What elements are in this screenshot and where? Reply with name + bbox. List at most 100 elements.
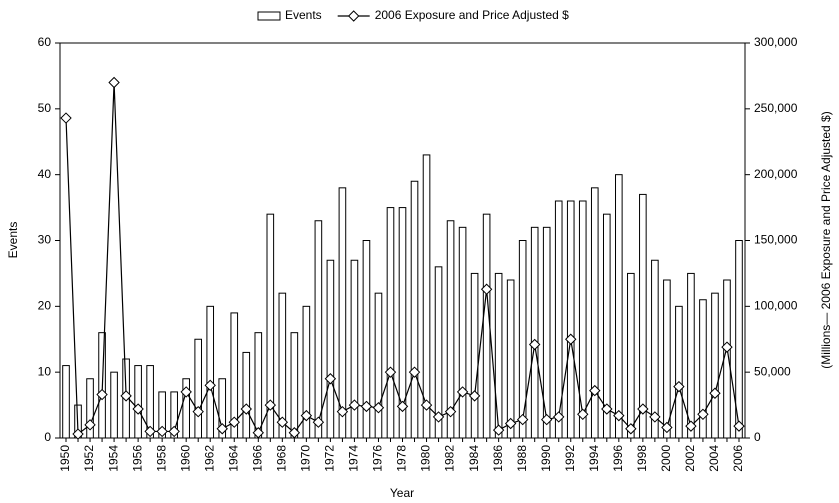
line-marker xyxy=(96,388,108,401)
bar xyxy=(518,240,527,439)
line-marker xyxy=(444,405,457,418)
line-marker xyxy=(240,403,252,415)
x-tick-label: 1958 xyxy=(154,445,168,472)
y-tick-label: 60 xyxy=(38,35,52,49)
line-marker xyxy=(601,403,613,415)
line-marker xyxy=(180,386,192,398)
bar xyxy=(266,213,275,439)
y2-tick-label: 0 xyxy=(754,430,761,444)
bar xyxy=(735,240,743,439)
x-tick-label: 1984 xyxy=(467,445,481,472)
legend-swatch xyxy=(257,11,281,21)
x-tick-label: 1998 xyxy=(635,445,649,472)
line-marker xyxy=(637,403,649,415)
bar xyxy=(326,259,335,439)
bar xyxy=(422,154,431,439)
legend-marker xyxy=(347,10,360,22)
x-tick-label: 1990 xyxy=(539,445,553,472)
line-marker xyxy=(685,420,697,432)
x-tick-label: 1996 xyxy=(611,445,625,472)
bar xyxy=(446,220,455,439)
bar xyxy=(218,378,227,439)
y2-tick-label: 150,000 xyxy=(754,233,798,247)
bar xyxy=(170,391,178,439)
bar xyxy=(699,299,707,439)
x-tick-label: 1974 xyxy=(347,445,361,472)
y2-tick-label: 300,000 xyxy=(754,35,798,49)
bar xyxy=(398,207,407,439)
line-marker xyxy=(661,421,673,434)
line-marker xyxy=(541,413,553,426)
bar xyxy=(110,371,118,439)
line-marker xyxy=(649,411,661,423)
x-tick-label: 1968 xyxy=(274,445,288,472)
line-marker xyxy=(360,400,373,413)
line-marker xyxy=(480,283,493,295)
y-tick-label: 30 xyxy=(38,233,52,247)
x-tick-label: 1972 xyxy=(323,445,337,472)
x-axis-label: Year xyxy=(390,486,414,500)
y-tick-label: 20 xyxy=(38,299,52,313)
bar xyxy=(482,213,491,439)
bar xyxy=(134,365,142,439)
line-marker xyxy=(372,402,385,414)
line-marker xyxy=(625,423,637,435)
line-marker xyxy=(396,400,409,413)
x-tick-label: 2002 xyxy=(683,445,697,472)
y-tick-label: 40 xyxy=(38,167,52,181)
x-tick-label: 1970 xyxy=(299,445,313,472)
x-tick-label: 1992 xyxy=(563,445,577,472)
bar xyxy=(602,213,611,439)
bar xyxy=(362,240,371,439)
x-tick-label: 2000 xyxy=(659,445,673,472)
y2-axis-label: (Millions— 2006 Exposure and Price Adjus… xyxy=(819,111,833,368)
line-marker xyxy=(156,425,168,438)
line-marker xyxy=(144,425,156,438)
x-tick-label: 2004 xyxy=(707,445,721,472)
line-marker xyxy=(216,423,228,435)
line-marker xyxy=(312,416,325,428)
line-marker xyxy=(613,409,625,422)
bar xyxy=(206,305,215,439)
line-marker xyxy=(348,399,361,411)
x-tick-label: 1994 xyxy=(587,445,601,472)
line-marker xyxy=(60,112,72,124)
bar xyxy=(386,207,395,439)
bar xyxy=(590,187,599,439)
line-marker xyxy=(108,76,120,89)
bar xyxy=(530,226,539,439)
bar xyxy=(254,332,263,439)
bar xyxy=(566,200,575,439)
x-tick-label: 1982 xyxy=(443,445,457,472)
y-tick-label: 0 xyxy=(44,430,51,444)
bar xyxy=(194,338,203,439)
x-tick-label: 1966 xyxy=(250,445,264,472)
bar xyxy=(350,259,359,439)
y-axis-label: Events xyxy=(6,222,20,259)
x-tick-label: 1956 xyxy=(130,445,144,472)
line-marker xyxy=(733,420,745,432)
line-marker xyxy=(492,424,505,436)
line-marker xyxy=(420,399,433,411)
bar xyxy=(494,272,503,439)
bar xyxy=(663,279,671,439)
bar xyxy=(314,220,323,439)
line-marker xyxy=(324,373,337,385)
bar xyxy=(578,200,587,439)
line-marker xyxy=(697,408,709,421)
x-tick-label: 1952 xyxy=(82,445,96,472)
bar xyxy=(86,378,94,439)
line-marker xyxy=(276,416,289,428)
legend-label: Events xyxy=(285,8,322,22)
x-tick-label: 1988 xyxy=(515,445,529,472)
x-tick-label: 1986 xyxy=(491,445,505,472)
y-tick-label: 50 xyxy=(38,101,52,115)
bar xyxy=(711,292,719,439)
line-marker xyxy=(300,409,313,422)
line-marker xyxy=(673,380,685,393)
line-marker xyxy=(228,416,240,428)
line-marker xyxy=(384,366,397,378)
bar xyxy=(615,174,623,439)
x-tick-label: 1960 xyxy=(178,445,192,472)
line-marker xyxy=(468,390,481,402)
